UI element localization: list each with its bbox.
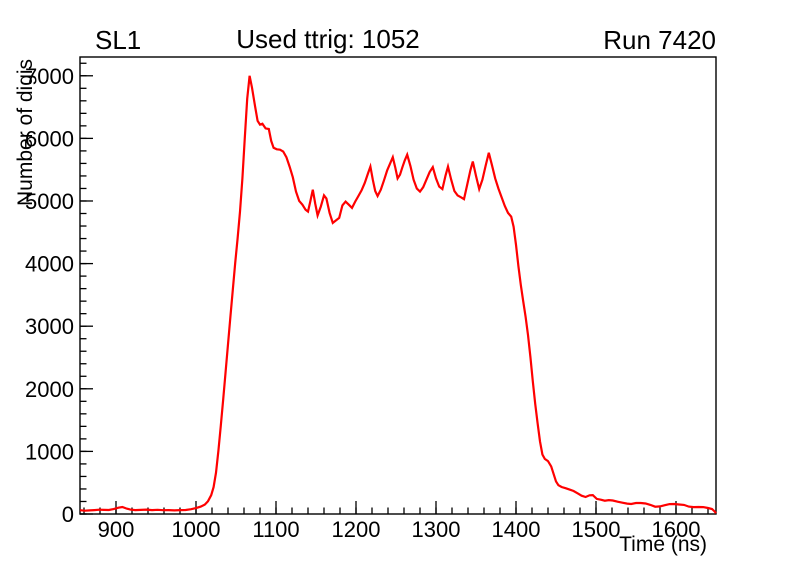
x-axis-ticks bbox=[83, 501, 709, 514]
pad-label-left: SL1 bbox=[95, 25, 141, 55]
x-tick-label: 1100 bbox=[252, 517, 299, 542]
y-tick-label: 0 bbox=[62, 502, 74, 527]
x-tick-label: 1200 bbox=[332, 517, 381, 542]
x-tick-labels: 900 1000 1100 1200 1300 1400 1500 1600 bbox=[98, 517, 701, 542]
x-tick-label: 1600 bbox=[652, 517, 701, 542]
x-tick-label: 900 bbox=[98, 517, 135, 542]
y-axis-ticks bbox=[80, 62, 93, 515]
y-tick-labels: 0 1000 2000 3000 4000 5000 6000 7000 bbox=[25, 64, 74, 527]
y-tick-label: 1000 bbox=[25, 439, 74, 464]
y-tick-label: 5000 bbox=[25, 189, 74, 214]
x-tick-label: 1000 bbox=[172, 517, 221, 542]
y-tick-label: 6000 bbox=[25, 126, 74, 151]
x-tick-label: 1300 bbox=[412, 517, 461, 542]
histogram-line bbox=[79, 75, 717, 514]
x-tick-label: 1400 bbox=[492, 517, 541, 542]
y-tick-label: 4000 bbox=[25, 252, 74, 277]
x-axis-title: Time (ns) bbox=[619, 533, 707, 556]
x-tick-label: 1500 bbox=[572, 517, 621, 542]
y-axis-title: Number of digis bbox=[14, 59, 37, 206]
pad-label-right: Run 7420 bbox=[603, 25, 716, 55]
y-tick-label: 7000 bbox=[25, 64, 74, 89]
y-tick-label: 3000 bbox=[25, 314, 74, 339]
plot-frame bbox=[79, 56, 717, 515]
chart-title: Used ttrig: 1052 bbox=[236, 24, 420, 54]
y-tick-label: 2000 bbox=[25, 377, 74, 402]
